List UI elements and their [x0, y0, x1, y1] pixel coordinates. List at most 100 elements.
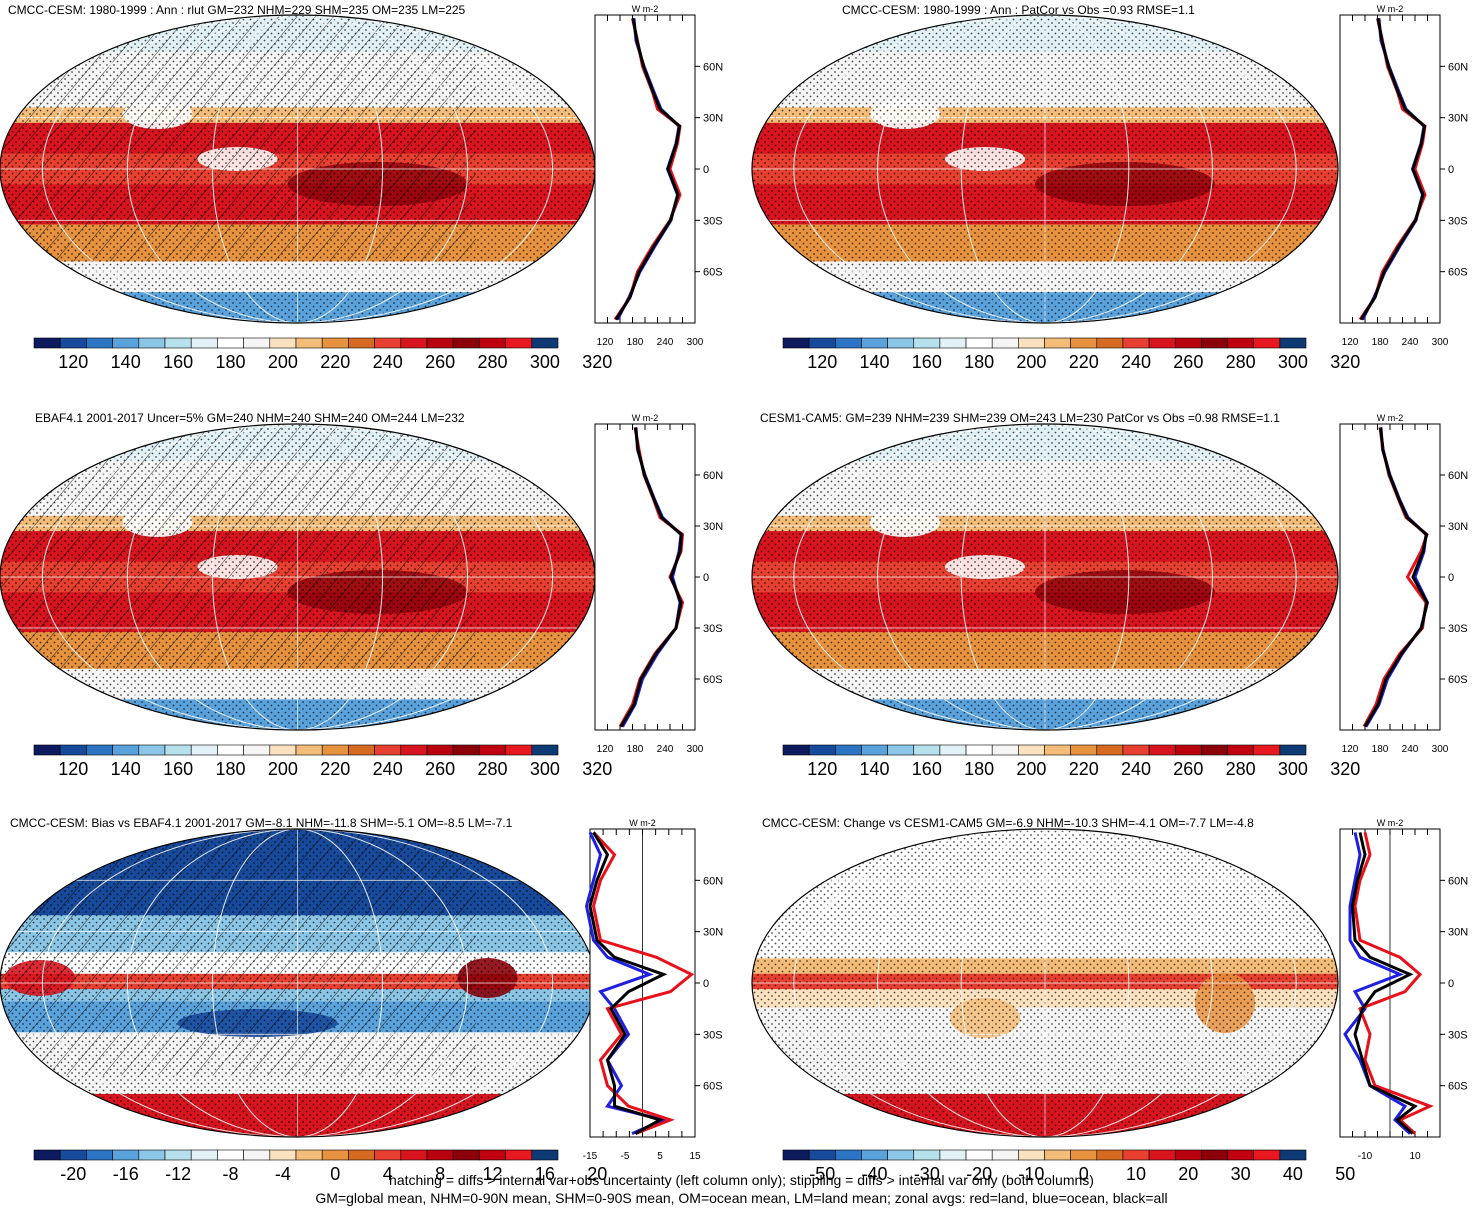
- zonal-ytick-3-4: 60S: [703, 674, 723, 686]
- colorbar-swatch-2-0: [782, 337, 810, 349]
- colorbar-swatch-4-6: [939, 744, 967, 756]
- colorbar-label-1-9: 300: [530, 352, 560, 372]
- zonal-xtick-4-0: 120: [1342, 744, 1359, 755]
- zonal-xtick-5-3: 15: [689, 1151, 701, 1162]
- colorbar-swatch-4-2: [834, 744, 862, 756]
- zonal-line-all-4: [1363, 427, 1429, 728]
- zonal-ytick-4-3: 30S: [1448, 623, 1468, 635]
- zonal-xtick-3-3: 300: [687, 744, 704, 755]
- colorbar-swatch-5-4: [138, 1149, 166, 1161]
- colorbar-swatch-3-10: [295, 744, 323, 756]
- colorbar-swatch-2-19: [1279, 337, 1307, 349]
- zonal-xtick-6-0: -10: [1358, 1151, 1373, 1162]
- zonal-line-all-5: [588, 831, 668, 1135]
- colorbar-swatch-5-2: [86, 1149, 113, 1161]
- zonal-line-all-6: [1350, 832, 1418, 1135]
- zonal-panel-6: W m-2 60N 30N 0 30S 60S -10 10: [1339, 818, 1468, 1162]
- zonal-xtick-2-2: 240: [1402, 337, 1419, 348]
- colorbar-swatch-1-0: [33, 337, 61, 349]
- colorbar-swatch-1-10: [295, 337, 323, 349]
- panel-title-5: CMCC-CESM: Bias vs EBAF4.1 2001-2017 GM=…: [10, 816, 513, 830]
- colorbar-swatch-2-13: [1122, 337, 1150, 349]
- colorbar-label-1-4: 200: [268, 352, 298, 372]
- colorbar-swatch-1-2: [86, 337, 113, 349]
- colorbar-label-6-4: -10: [1018, 1164, 1044, 1184]
- colorbar-label-5-2: -12: [165, 1164, 191, 1184]
- zonal-ytick-5-3: 30S: [703, 1029, 723, 1041]
- zonal-line-land-6: [1353, 832, 1434, 1135]
- map-panel-4: [751, 423, 1339, 731]
- zonal-unit-4: W m-2: [1377, 413, 1404, 423]
- zonal-ytick-2-4: 60S: [1448, 267, 1468, 279]
- colorbar-label-3-0: 120: [58, 759, 88, 779]
- colorbar-swatch-6-19: [1279, 1149, 1307, 1161]
- colorbar-swatch-4-15: [1174, 744, 1202, 756]
- colorbar-label-5-8: 12: [482, 1164, 502, 1184]
- colorbar-swatch-3-0: [33, 744, 61, 756]
- colorbar-label-1-5: 220: [320, 352, 350, 372]
- colorbar-swatch-6-4: [887, 1149, 915, 1161]
- colorbar-label-5-1: -16: [113, 1164, 139, 1184]
- colorbar-label-5-0: -20: [60, 1164, 86, 1184]
- colorbar-swatch-5-16: [452, 1149, 480, 1161]
- colorbar-label-1-2: 160: [163, 352, 193, 372]
- zonal-ytick-5-1: 30N: [703, 927, 723, 939]
- zonal-xtick-2-3: 300: [1432, 337, 1449, 348]
- colorbar-swatch-5-17: [479, 1149, 506, 1161]
- map-border-4: [751, 423, 1339, 731]
- colorbar-swatch-4-16: [1201, 744, 1228, 756]
- colorbar-label-4-5: 220: [1069, 759, 1099, 779]
- colorbar-swatch-2-14: [1148, 337, 1176, 349]
- map-panel-6: [751, 828, 1339, 1138]
- colorbar-label-6-0: -50: [809, 1164, 835, 1184]
- colorbar-label-3-10: 320: [582, 759, 612, 779]
- colorbar-label-6-1: -40: [862, 1164, 888, 1184]
- colorbar-swatch-4-0: [782, 744, 810, 756]
- colorbar-label-6-3: -20: [966, 1164, 992, 1184]
- colorbar-swatch-3-19: [531, 744, 559, 756]
- colorbar-1: 120 140 160 180 200 220 240 260 280 300 320: [33, 337, 612, 372]
- colorbar-swatch-1-1: [59, 337, 87, 349]
- colorbar-swatch-2-18: [1253, 337, 1281, 349]
- colorbar-label-1-3: 180: [215, 352, 245, 372]
- zonal-ytick-4-0: 60N: [1448, 470, 1468, 482]
- zonal-ytick-5-4: 60S: [703, 1081, 723, 1093]
- colorbar-label-6-9: 40: [1283, 1164, 1303, 1184]
- zonal-panel-5: W m-2 60N 30N 0 30S 60S -15 -5 5 15: [583, 818, 723, 1162]
- colorbar-label-2-6: 240: [1121, 352, 1151, 372]
- colorbar-swatch-4-19: [1279, 744, 1307, 756]
- zonal-ytick-6-4: 60S: [1448, 1081, 1468, 1093]
- colorbar-swatch-3-6: [190, 744, 218, 756]
- colorbar-swatch-3-7: [217, 744, 244, 756]
- colorbar-swatch-2-1: [808, 337, 836, 349]
- colorbar-swatch-5-10: [295, 1149, 323, 1161]
- footer-line-2: GM=global mean, NHM=0-90N mean, SHM=0-90…: [315, 1190, 1168, 1206]
- colorbar-label-5-5: 0: [330, 1164, 340, 1184]
- colorbar-swatch-5-7: [217, 1149, 244, 1161]
- zonal-line-ocean-6: [1343, 832, 1412, 1135]
- colorbar-swatch-6-5: [913, 1149, 941, 1161]
- colorbar-swatch-6-16: [1201, 1149, 1228, 1161]
- zonal-ytick-3-3: 30S: [703, 623, 723, 635]
- colorbar-swatch-4-14: [1148, 744, 1176, 756]
- zonal-xtick-4-3: 300: [1432, 744, 1449, 755]
- colorbar-label-6-5: 0: [1079, 1164, 1089, 1184]
- colorbar-label-3-4: 200: [268, 759, 298, 779]
- zonal-xtick-1-0: 120: [597, 337, 614, 348]
- colorbar-swatch-3-5: [164, 744, 192, 756]
- zonal-unit-2: W m-2: [1377, 4, 1404, 14]
- colorbar-swatch-2-12: [1096, 337, 1124, 349]
- zonal-panel-2: W m-2 60N 30N 0 30S 60S 120 180 240 300: [1339, 4, 1468, 348]
- colorbar-label-5-6: 4: [383, 1164, 393, 1184]
- colorbar-label-1-6: 240: [373, 352, 403, 372]
- zonal-ytick-2-1: 30N: [1448, 113, 1468, 125]
- colorbar-label-2-8: 280: [1226, 352, 1256, 372]
- colorbar-swatch-3-13: [374, 744, 402, 756]
- colorbar-label-1-1: 140: [111, 352, 141, 372]
- colorbar-swatch-5-13: [374, 1149, 402, 1161]
- colorbar-swatch-5-14: [400, 1149, 428, 1161]
- zonal-xtick-3-1: 180: [627, 744, 644, 755]
- colorbar-swatch-2-17: [1227, 337, 1255, 349]
- zonal-panel-1: W m-2 60N 30N 0 30S 60S 120 180 240 300: [594, 4, 723, 348]
- zonal-ytick-2-0: 60N: [1448, 61, 1468, 73]
